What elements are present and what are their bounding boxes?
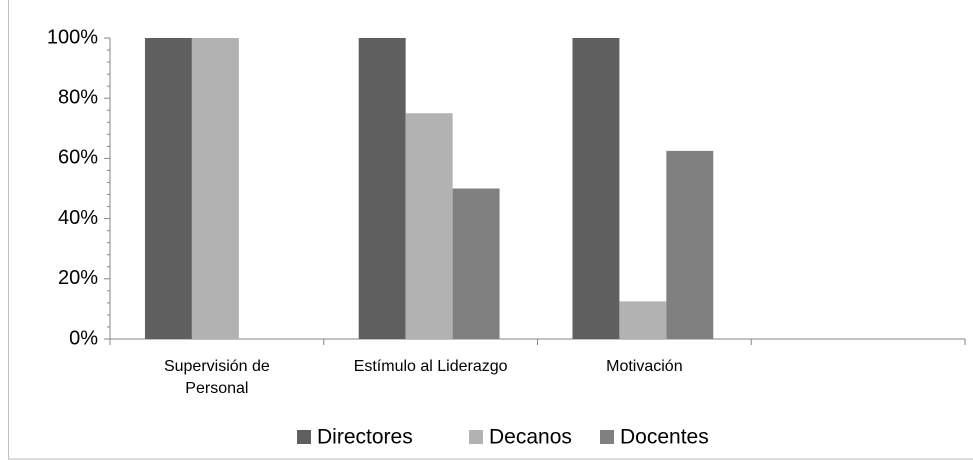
y-tick-label: 80% xyxy=(58,86,98,108)
bar xyxy=(572,38,620,339)
legend-label: Docentes xyxy=(620,426,709,449)
y-tick-label: 20% xyxy=(58,267,98,289)
x-tick-label: Motivación xyxy=(606,358,683,375)
bar xyxy=(144,38,192,339)
legend-swatch xyxy=(600,430,614,444)
legend-swatch xyxy=(469,430,483,444)
bar xyxy=(358,38,406,339)
y-tick-label: 100% xyxy=(47,26,98,48)
y-tick-label: 40% xyxy=(58,207,98,229)
bar xyxy=(452,188,500,339)
legend-label: Decanos xyxy=(489,426,572,449)
y-tick-label: 0% xyxy=(69,327,98,349)
bar xyxy=(191,38,239,339)
bar xyxy=(405,113,453,339)
legend-swatch xyxy=(297,430,311,444)
bar xyxy=(619,301,667,339)
bar xyxy=(666,150,714,339)
chart-border xyxy=(8,0,973,460)
x-tick-label: Supervisión de Personal xyxy=(163,358,270,397)
x-tick-label: Estímulo al Liderazgo xyxy=(353,358,508,375)
y-tick-label: 60% xyxy=(58,147,98,169)
legend-label: Directores xyxy=(317,426,413,449)
